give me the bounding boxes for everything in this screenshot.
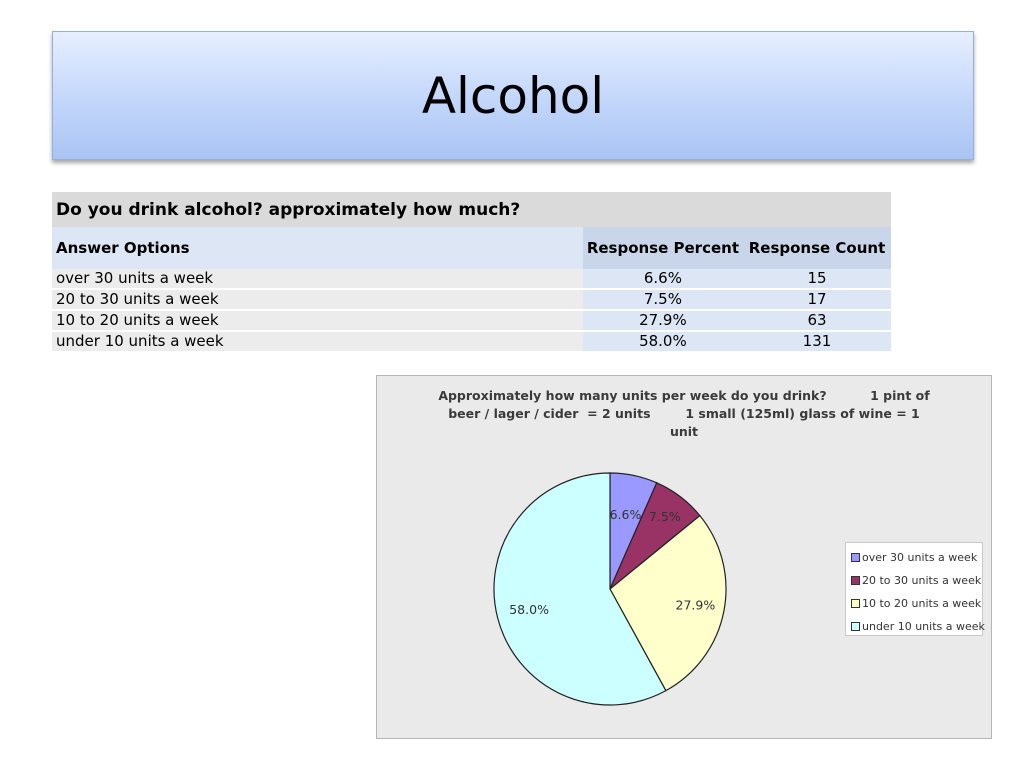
data-label: 58.0%	[509, 602, 549, 617]
legend-label: 10 to 20 units a week	[862, 596, 982, 610]
legend-label: under 10 units a week	[862, 619, 985, 633]
pie-slice	[493, 472, 667, 706]
table-row: over 30 units a week 6.6% 15	[52, 269, 891, 290]
row-percent: 7.5%	[582, 289, 743, 311]
pie-slice	[609, 514, 727, 692]
row-count: 17	[743, 289, 891, 311]
data-label: 6.6%	[610, 507, 642, 522]
legend-label: 20 to 30 units a week	[862, 573, 982, 587]
legend-swatch	[851, 552, 860, 562]
legend-swatch	[851, 621, 860, 631]
title-banner: Alcohol	[52, 31, 974, 160]
header-response-count: Response Count	[743, 227, 891, 269]
legend-item: 10 to 20 units a week	[851, 595, 981, 611]
question-text: Do you drink alcohol? approximately how …	[52, 192, 891, 227]
legend-label: over 30 units a week	[862, 550, 978, 564]
question-row: Do you drink alcohol? approximately how …	[52, 192, 891, 227]
header-row: Answer Options Response Percent Response…	[52, 227, 891, 269]
row-option: 20 to 30 units a week	[52, 289, 583, 311]
legend-swatch	[851, 598, 860, 608]
legend-swatch	[851, 575, 860, 585]
table-row: 10 to 20 units a week 27.9% 63	[52, 310, 891, 332]
legend-item: over 30 units a week	[851, 549, 977, 565]
data-label: 7.5%	[649, 509, 681, 524]
survey-table: Do you drink alcohol? approximately how …	[52, 192, 891, 353]
legend-item: 20 to 30 units a week	[851, 572, 981, 588]
row-option: under 10 units a week	[52, 331, 583, 353]
row-percent: 27.9%	[582, 310, 743, 332]
slide-title: Alcohol	[421, 66, 605, 125]
row-percent: 6.6%	[582, 269, 743, 290]
data-label: 27.9%	[676, 598, 716, 613]
chart-title: Approximately how many units per week do…	[438, 388, 935, 439]
chart-legend: over 30 units a week 20 to 30 units a wee…	[845, 542, 985, 636]
row-count: 131	[743, 331, 891, 353]
header-response-percent: Response Percent	[582, 227, 743, 269]
header-answer-options: Answer Options	[52, 227, 583, 269]
row-count: 15	[743, 269, 891, 290]
row-option: over 30 units a week	[52, 269, 583, 290]
pie-chart: 6.6% 7.5% 27.9% 58.0%	[493, 472, 727, 706]
legend-item: under 10 units a week	[851, 618, 985, 634]
table-row: under 10 units a week 58.0% 131	[52, 331, 891, 353]
row-percent: 58.0%	[582, 331, 743, 353]
row-option: 10 to 20 units a week	[52, 310, 583, 332]
row-count: 63	[743, 310, 891, 332]
table-row: 20 to 30 units a week 7.5% 17	[52, 289, 891, 311]
pie-chart-panel: Approximately how many units per week do…	[376, 375, 992, 739]
